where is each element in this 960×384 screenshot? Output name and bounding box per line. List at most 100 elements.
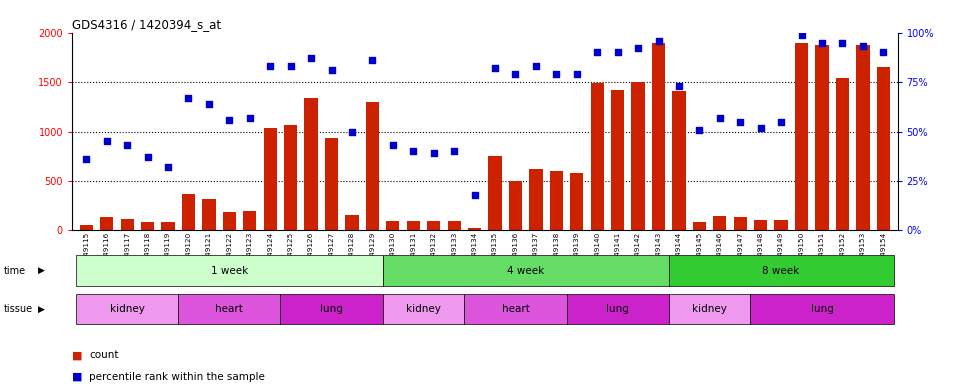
Bar [570, 173, 584, 230]
Point [385, 142, 400, 149]
Point [631, 45, 646, 51]
Point [589, 50, 605, 56]
Bar [733, 217, 747, 230]
Point [405, 148, 420, 154]
Point [528, 63, 543, 70]
Bar [590, 83, 604, 230]
Point [79, 156, 94, 162]
Text: ▶: ▶ [38, 305, 45, 314]
Point [140, 154, 156, 160]
Text: heart: heart [215, 304, 243, 314]
Point [549, 71, 564, 77]
Bar [80, 225, 93, 230]
Bar [509, 181, 522, 230]
Point [119, 142, 134, 149]
Point [814, 40, 829, 46]
Point [160, 164, 176, 170]
Point [99, 138, 114, 144]
Bar [489, 156, 502, 230]
Bar [447, 221, 461, 230]
Point [876, 50, 891, 56]
Text: tissue: tissue [4, 304, 33, 314]
Point [774, 119, 789, 125]
Bar [366, 102, 379, 230]
Text: percentile rank within the sample: percentile rank within the sample [89, 372, 265, 382]
Point [835, 40, 851, 46]
Text: lung: lung [606, 304, 629, 314]
Point [242, 114, 257, 121]
Point [610, 50, 625, 56]
Bar [304, 98, 318, 230]
Point [365, 57, 380, 63]
Bar [693, 222, 706, 230]
Bar [121, 218, 133, 230]
Bar [284, 124, 298, 230]
Text: ■: ■ [72, 350, 83, 360]
Bar [856, 45, 870, 230]
Bar [632, 82, 645, 230]
Point [303, 55, 319, 61]
Bar [672, 91, 685, 230]
Text: ▶: ▶ [38, 266, 45, 275]
Point [732, 119, 748, 125]
Point [262, 63, 277, 70]
Text: GDS4316 / 1420394_s_at: GDS4316 / 1420394_s_at [72, 18, 221, 31]
Bar [550, 171, 563, 230]
Bar [407, 221, 420, 230]
Bar [346, 215, 359, 230]
Text: kidney: kidney [406, 304, 441, 314]
Point [855, 43, 871, 50]
Text: kidney: kidney [692, 304, 727, 314]
Point [222, 117, 237, 123]
Point [446, 148, 462, 154]
Bar [815, 45, 828, 230]
Point [488, 65, 503, 71]
Text: lung: lung [320, 304, 343, 314]
Bar [468, 228, 481, 230]
Text: lung: lung [810, 304, 833, 314]
Bar [652, 43, 665, 230]
Bar [264, 127, 276, 230]
Point [283, 63, 299, 70]
Bar [223, 212, 236, 230]
Point [569, 71, 585, 77]
Point [794, 31, 809, 38]
Bar [611, 90, 624, 230]
Bar [775, 220, 788, 230]
Text: 4 week: 4 week [507, 266, 544, 276]
Point [345, 129, 360, 135]
Text: time: time [4, 266, 26, 276]
Point [671, 83, 686, 89]
Bar [427, 220, 441, 230]
Bar [876, 67, 890, 230]
Bar [203, 199, 216, 230]
Text: heart: heart [501, 304, 529, 314]
Point [508, 71, 523, 77]
Bar [141, 222, 155, 230]
Bar [754, 220, 767, 230]
Bar [181, 194, 195, 230]
Point [712, 114, 728, 121]
Bar [529, 169, 542, 230]
Text: 8 week: 8 week [762, 266, 800, 276]
Text: count: count [89, 350, 119, 360]
Bar [836, 78, 849, 230]
Point [651, 38, 666, 44]
Text: kidney: kidney [109, 304, 145, 314]
Bar [324, 139, 338, 230]
Point [692, 126, 708, 132]
Point [426, 150, 442, 156]
Bar [161, 222, 175, 230]
Point [467, 192, 482, 198]
Text: ■: ■ [72, 372, 83, 382]
Text: 1 week: 1 week [211, 266, 248, 276]
Point [202, 101, 217, 107]
Bar [386, 220, 399, 230]
Point [753, 124, 768, 131]
Point [324, 67, 339, 73]
Bar [713, 215, 727, 230]
Bar [243, 210, 256, 230]
Bar [100, 217, 113, 230]
Point [180, 95, 196, 101]
Bar [795, 43, 808, 230]
